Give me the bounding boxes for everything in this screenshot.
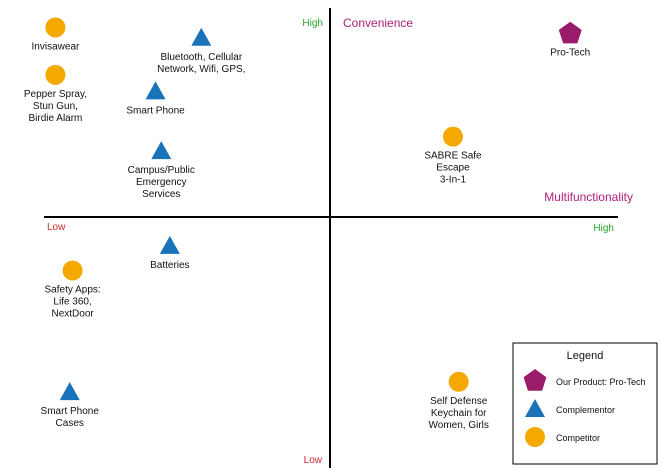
- point-label: Pro-Tech: [550, 48, 590, 59]
- our-product-marker: [558, 21, 582, 44]
- point-label: Self Defense Keychain for Women, Girls: [429, 396, 489, 431]
- legend-item: Competitor: [525, 427, 600, 447]
- y-axis-high-label: High: [302, 18, 323, 29]
- x-axis-name: Multifunctionality: [544, 190, 633, 204]
- data-point: Bluetooth, Cellular Network, Wifi, GPS,: [157, 27, 245, 75]
- data-point: Self Defense Keychain for Women, Girls: [429, 371, 489, 431]
- y-axis-name: Convenience: [343, 16, 413, 30]
- point-label: Campus/Public Emergency Services: [128, 165, 195, 200]
- point-label: Safety Apps: Life 360, NextDoor: [45, 285, 101, 320]
- data-point: SABRE Safe Escape 3-In-1: [424, 126, 482, 186]
- point-label: Batteries: [150, 260, 189, 271]
- competitor-marker: [45, 64, 66, 85]
- data-point: Safety Apps: Life 360, NextDoor: [45, 260, 101, 320]
- point-label: SABRE Safe Escape 3-In-1: [424, 151, 482, 186]
- x-axis-high-label: High: [593, 223, 614, 234]
- data-point: Batteries: [150, 235, 190, 271]
- legend-item-label: Competitor: [556, 433, 600, 443]
- y-axis-low-label: Low: [304, 455, 323, 466]
- complementor-marker: [191, 27, 212, 46]
- data-point: Invisawear: [32, 17, 80, 52]
- data-point: Campus/Public Emergency Services: [128, 141, 195, 200]
- complementor-marker: [159, 235, 180, 254]
- point-label: Pepper Spray, Stun Gun, Birdie Alarm: [24, 89, 87, 124]
- legend-item-label: Complementor: [556, 405, 615, 415]
- legend: Legend Our Product: Pro-Tech Complementor…: [512, 342, 658, 465]
- legend-item: Complementor: [525, 399, 615, 417]
- legend-item: Our Product: Pro-Tech: [523, 369, 646, 391]
- data-point: Pepper Spray, Stun Gun, Birdie Alarm: [24, 64, 87, 124]
- competitor-marker: [62, 260, 83, 281]
- competitor-marker: [45, 17, 66, 38]
- legend-pentagon-icon: [523, 369, 547, 391]
- legend-title: Legend: [567, 350, 604, 362]
- legend-triangle-icon: [525, 399, 545, 417]
- data-points: Pro-Tech Bluetooth, Cellular Network, Wifi…: [24, 17, 590, 431]
- point-label: Smart Phone Cases: [41, 406, 100, 429]
- data-point: Pro-Tech: [550, 21, 590, 59]
- x-axis-low-label: Low: [47, 222, 66, 233]
- point-label: Bluetooth, Cellular Network, Wifi, GPS,: [157, 52, 245, 75]
- complementor-marker: [145, 81, 166, 100]
- point-label: Invisawear: [32, 41, 80, 52]
- complementor-marker: [59, 382, 80, 401]
- competitor-marker: [448, 371, 469, 392]
- legend-item-label: Our Product: Pro-Tech: [556, 377, 646, 387]
- data-point: Smart Phone: [126, 81, 185, 116]
- data-point: Smart Phone Cases: [41, 382, 100, 429]
- legend-items: Our Product: Pro-Tech Complementor Competi…: [523, 369, 646, 447]
- point-label: Smart Phone: [126, 105, 185, 116]
- competitor-marker: [442, 126, 463, 147]
- complementor-marker: [151, 141, 172, 160]
- legend-circle-icon: [525, 427, 545, 447]
